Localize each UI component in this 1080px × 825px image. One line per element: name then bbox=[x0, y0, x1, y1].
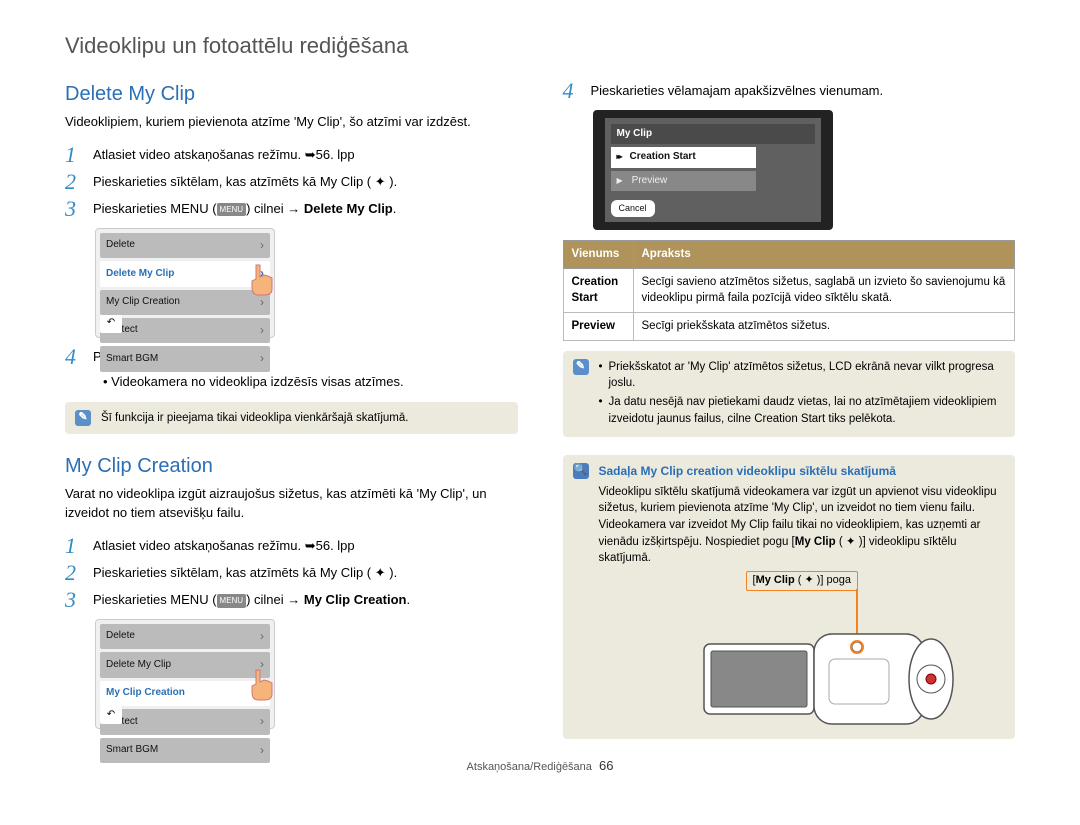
camcorder-illustration bbox=[699, 619, 959, 745]
step-number: 3 bbox=[65, 198, 93, 220]
menu-badge-icon: MENU bbox=[217, 594, 247, 608]
description-table: Vienums Apraksts Creation Start Secīgi s… bbox=[563, 240, 1016, 341]
blue-box-body: Videoklipu sīktēlu skatījumā videokamera… bbox=[599, 484, 1006, 567]
submenu-title: My Clip bbox=[611, 124, 815, 145]
note-item: Priekšskatot ar 'My Clip' atzīmētos siže… bbox=[599, 359, 1006, 392]
step-text: Atlasiet video atskaņošanas režīmu. ➥56.… bbox=[93, 535, 518, 557]
submenu-mockup: My Clip Creation Start Preview Cancel bbox=[593, 110, 833, 230]
back-icon[interactable]: ↶ bbox=[100, 315, 122, 333]
menu-badge-icon: MENU bbox=[217, 203, 247, 217]
hand-pointer-icon bbox=[242, 664, 282, 704]
menu-item[interactable]: Smart BGM› bbox=[100, 738, 270, 763]
step-text: Pieskarieties vēlamajam apakšizvēlnes vi… bbox=[591, 80, 1016, 102]
intro-delete: Videoklipiem, kuriem pievienota atzīme '… bbox=[65, 113, 518, 132]
left-column: Delete My Clip Videoklipiem, kuriem piev… bbox=[65, 80, 518, 757]
table-row: Preview Secīgi priekšskata atzīmētos siž… bbox=[563, 312, 1015, 340]
note-box: ✎ Priekšskatot ar 'My Clip' atzīmētos si… bbox=[563, 351, 1016, 438]
page-title: Videoklipu un fotoattēlu rediģēšana bbox=[65, 30, 1015, 62]
submenu-option[interactable]: Creation Start bbox=[611, 147, 756, 168]
step-text: Pieskarieties sīktēlam, kas atzīmēts kā … bbox=[93, 562, 518, 584]
table-header: Vienums bbox=[563, 240, 633, 268]
menu-item[interactable]: Delete› bbox=[100, 624, 270, 649]
info-icon: ✎ bbox=[75, 410, 91, 426]
step-number: 2 bbox=[65, 171, 93, 193]
hand-pointer-icon bbox=[242, 259, 282, 299]
menu-item[interactable]: Smart BGM› bbox=[100, 346, 270, 371]
back-icon[interactable]: ↶ bbox=[100, 706, 122, 724]
step-text: Pieskarieties sīktēlam, kas atzīmēts kā … bbox=[93, 171, 518, 193]
sub-bullet: Videokamera no videoklipa izdzēsīs visas… bbox=[103, 373, 518, 392]
blue-info-box: 🔍 Sadaļa My Clip creation videoklipu sīk… bbox=[563, 455, 1016, 739]
step-number: 4 bbox=[563, 80, 591, 102]
step-number: 2 bbox=[65, 562, 93, 584]
note-box: ✎ Šī funkcija ir pieejama tikai videokli… bbox=[65, 402, 518, 435]
step-text: Pieskarieties MENU (MENU) cilnei → My Cl… bbox=[93, 589, 518, 611]
table-row: Creation Start Secīgi savieno atzīmētos … bbox=[563, 268, 1015, 312]
heading-my-clip-creation: My Clip Creation bbox=[65, 452, 518, 481]
submenu-option[interactable]: Preview bbox=[611, 171, 756, 192]
step-number: 3 bbox=[65, 589, 93, 611]
step-text: Pieskarieties MENU (MENU) cilnei → Delet… bbox=[93, 198, 518, 220]
blue-box-heading: Sadaļa My Clip creation videoklipu sīktē… bbox=[599, 463, 1006, 480]
menu-mockup-creation: Delete› Delete My Clip› My Clip Creation… bbox=[95, 619, 275, 729]
intro-creation: Varat no videoklipa izgūt aizraujošus si… bbox=[65, 485, 518, 523]
step-number: 1 bbox=[65, 144, 93, 166]
step-number: 1 bbox=[65, 535, 93, 557]
button-callout-label: [My Clip ( ✦ )] poga bbox=[599, 571, 1006, 591]
note-text: Šī funkcija ir pieejama tikai videoklipa… bbox=[101, 410, 508, 427]
menu-mockup-delete: Delete› Delete My Clip› My Clip Creation… bbox=[95, 228, 275, 338]
cancel-button[interactable]: Cancel bbox=[611, 200, 655, 217]
info-icon: ✎ bbox=[573, 359, 589, 375]
note-item: Ja datu nesējā nav pietiekami daudz viet… bbox=[599, 394, 1006, 427]
table-header: Apraksts bbox=[633, 240, 1015, 268]
right-column: 4 Pieskarieties vēlamajam apakšizvēlnes … bbox=[563, 80, 1016, 757]
step-text: Atlasiet video atskaņošanas režīmu. ➥56.… bbox=[93, 144, 518, 166]
step-number: 4 bbox=[65, 346, 93, 368]
menu-item[interactable]: Delete› bbox=[100, 233, 270, 258]
menu-item[interactable]: Protect› bbox=[100, 318, 270, 343]
heading-delete-my-clip: Delete My Clip bbox=[65, 80, 518, 109]
magnify-icon: 🔍 bbox=[573, 463, 589, 479]
menu-item[interactable]: Protect› bbox=[100, 709, 270, 734]
